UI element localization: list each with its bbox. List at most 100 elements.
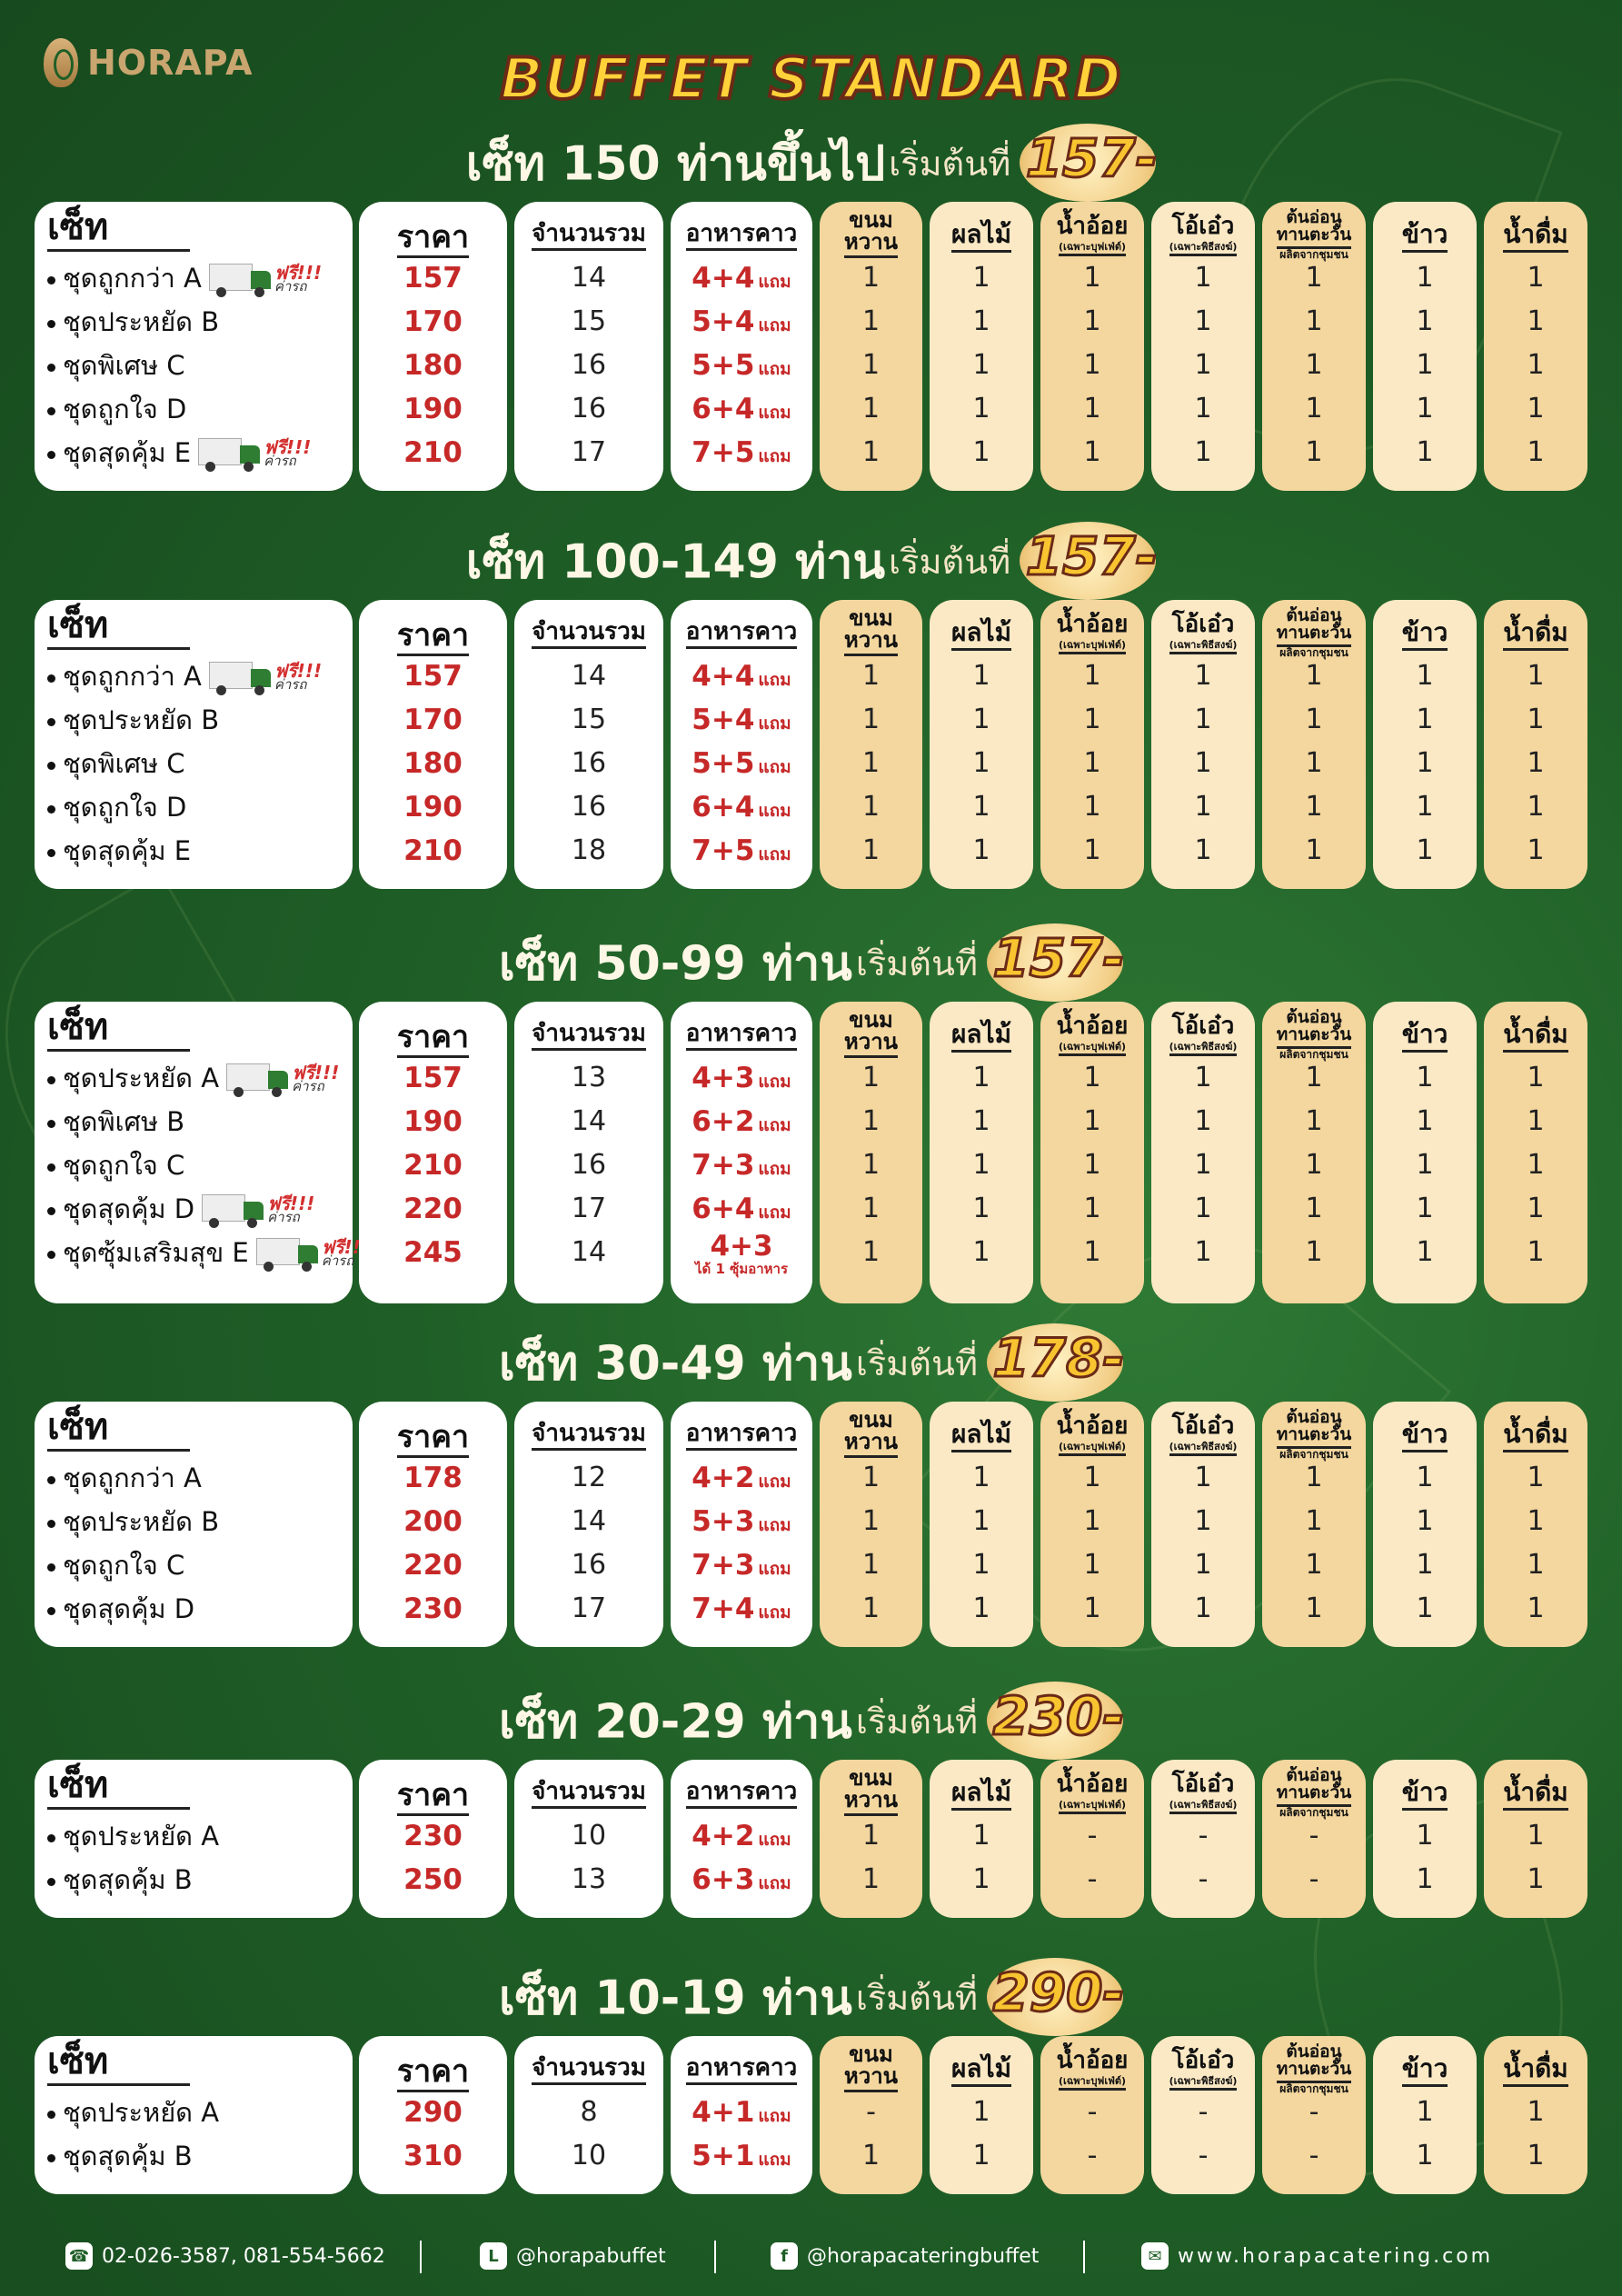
bullet — [47, 2110, 55, 2119]
column-header-snack: ต้นอ่อนู ทานตะวัน ผลิตจากชุมชน — [1262, 607, 1366, 658]
set-name-text: ชุดซุ้มเสริมสุข E — [63, 1237, 249, 1268]
item-count-cell: 1 — [1305, 262, 1323, 294]
savory-count: 6+4 — [692, 791, 755, 824]
item-count-cell: 1 — [1305, 1592, 1323, 1624]
savory-cell: 6+4 แถม — [671, 1187, 812, 1231]
column-header-total: จำนวนรวม — [514, 2056, 663, 2085]
column-fruit: ผลไม้ 1 1 1 1 1 — [930, 202, 1033, 491]
savory-count: 4+4 — [692, 262, 755, 294]
column-header-rice: ข้าว — [1373, 1422, 1477, 1452]
section-heading: เซ็ท 100-149 ท่าน เริ่มต้นที่ 157- — [0, 522, 1622, 600]
item-count-cell: 1 — [861, 436, 881, 468]
footer-website[interactable]: ✉ www.horapacatering.com — [1141, 2242, 1493, 2270]
item-count-cell: 1 — [972, 262, 990, 294]
bullet — [47, 319, 55, 328]
savory-cell: 5+1 แถม — [671, 2134, 812, 2178]
set-header: เซ็ท — [47, 1409, 191, 1452]
set-name-text: ชุดสุดคุ้ม D — [63, 1193, 195, 1224]
column-snack: ต้นอ่อนู ทานตะวัน ผลิตจากชุมชน 1 1 1 1 — [1262, 1402, 1366, 1647]
savory-count: 4+4 — [692, 660, 755, 693]
item-count-cell: 1 — [972, 1549, 990, 1581]
set-name-text: ชุดประหยัด B — [63, 704, 220, 735]
header-text: ข้าว — [1401, 620, 1448, 651]
item-count-cell: 1 — [1416, 704, 1434, 735]
item-count-cell: 1 — [1416, 305, 1434, 337]
set-name: ชุดประหยัด B — [47, 300, 219, 344]
starting-price: 157- — [1024, 524, 1159, 589]
starting-price-badge: 157- — [1020, 124, 1159, 202]
column-header-name: เซ็ท — [47, 1767, 353, 1810]
savory-cell: 4+2 แถม — [671, 1456, 812, 1500]
price-cell: 178 — [403, 1462, 463, 1494]
footer-facebook[interactable]: f @horapacateringbuffet — [771, 2242, 1039, 2270]
header-text: ขนม หวาน — [843, 2043, 899, 2092]
item-count-cell: 1 — [861, 1462, 881, 1493]
item-count-cell: 1 — [861, 1549, 881, 1581]
item-count-cell: 1 — [1194, 349, 1212, 381]
column-fruit: ผลไม้ 1 1 1 1 — [930, 1402, 1033, 1647]
section-label: เซ็ท 30-49 ท่าน — [498, 1336, 852, 1392]
item-count-cell: 1 — [1527, 1505, 1545, 1537]
total-cell: 13 — [571, 1062, 607, 1093]
column-header-oliang: โอ้เอ๋ว (เฉพาะพิธีสงฆ์) — [1151, 1772, 1255, 1814]
header-text: ข้าว — [1401, 1780, 1448, 1811]
mail-icon: ✉ — [1141, 2242, 1169, 2270]
fee-text: ค่ารถ — [321, 1253, 354, 1269]
free-text: ฟรี!!! — [321, 1236, 369, 1258]
column-dessert: ขนม หวาน 1 1 1 1 1 — [820, 600, 922, 889]
set-name-text: ชุดพิเศษ C — [63, 350, 185, 381]
item-count-cell: 1 — [1416, 436, 1434, 468]
item-count-cell: 1 — [861, 393, 881, 424]
set-name: ชุดสุดคุ้ม D ฟรี!!! ค่ารถ — [47, 1187, 314, 1231]
free-text: ฟรี!!! — [267, 1193, 315, 1214]
set-name: ชุดประหยัด A — [47, 1814, 219, 1858]
set-name: ชุดประหยัด B — [47, 698, 219, 742]
header-subtext: ผลิตจากชุมชน — [1279, 646, 1348, 659]
header-text: น้ำอ้อย — [1056, 1413, 1129, 1440]
set-name: ชุดสุดคุ้ม D — [47, 1587, 194, 1631]
column-header-dessert: ขนม หวาน — [820, 607, 922, 656]
total-cell: 14 — [571, 1105, 607, 1137]
set-name-text: ชุดสุดคุ้ม B — [63, 2141, 193, 2171]
item-count-cell: 1 — [972, 1062, 990, 1093]
savory-count: 5+5 — [692, 349, 755, 382]
item-count-cell: 1 — [1083, 305, 1101, 337]
item-count-cell: 1 — [1416, 1236, 1434, 1268]
item-count-cell: - — [1087, 2096, 1098, 2128]
price-cell: 210 — [403, 834, 463, 867]
header-text: ราคา — [396, 222, 470, 258]
header-text: ข้าว — [1401, 222, 1448, 253]
extra-label: แถม — [758, 1072, 791, 1092]
item-count-cell: 1 — [1194, 1236, 1212, 1268]
savory-cell: 5+5 แถม — [671, 344, 812, 387]
price-cell: 200 — [403, 1505, 463, 1538]
extra-label: แถม — [758, 1472, 791, 1492]
header-text: อาหารคาว — [685, 1422, 798, 1451]
set-header: เซ็ท — [47, 209, 191, 252]
header-subtext: (เฉพาะบุฟเฟ่ต์) — [1058, 1042, 1127, 1056]
total-cell: 17 — [571, 436, 607, 468]
header-text: น้ำอ้อย — [1056, 1013, 1129, 1040]
item-count-cell: 1 — [1527, 1462, 1545, 1493]
delivery-truck-icon — [202, 1193, 265, 1229]
item-count-cell: - — [1087, 2140, 1098, 2171]
header-text: น้ำดื่ม — [1503, 2056, 1568, 2087]
delivery-truck-icon — [198, 436, 262, 473]
item-count-cell: 1 — [1083, 660, 1101, 692]
savory-cell: 6+2 แถม — [671, 1100, 812, 1143]
section-label: เซ็ท 20-29 ท่าน — [498, 1694, 852, 1750]
footer-line[interactable]: L @horapabuffet — [480, 2242, 666, 2270]
set-name: ชุดถูกใจ D — [47, 387, 186, 431]
set-name: ชุดประหยัด B — [47, 1500, 219, 1543]
extra-label: แถม — [758, 1873, 791, 1893]
extra-label: แถม — [758, 714, 791, 734]
bullet — [47, 1877, 55, 1886]
item-count-cell: - — [1087, 1820, 1098, 1852]
item-count-cell: 1 — [972, 393, 990, 424]
item-count-cell: 1 — [1194, 791, 1212, 823]
column-header-rice: ข้าว — [1373, 2056, 1477, 2087]
header-text: ต้นอ่อนู ทานตะวัน — [1276, 1767, 1352, 1807]
column-oliang: โอ้เอ๋ว (เฉพาะพิธีสงฆ์) 1 1 1 1 1 — [1151, 202, 1255, 491]
item-count-cell: 1 — [972, 1863, 990, 1895]
column-header-snack: ต้นอ่อนู ทานตะวัน ผลิตจากชุมชน — [1262, 1409, 1366, 1460]
